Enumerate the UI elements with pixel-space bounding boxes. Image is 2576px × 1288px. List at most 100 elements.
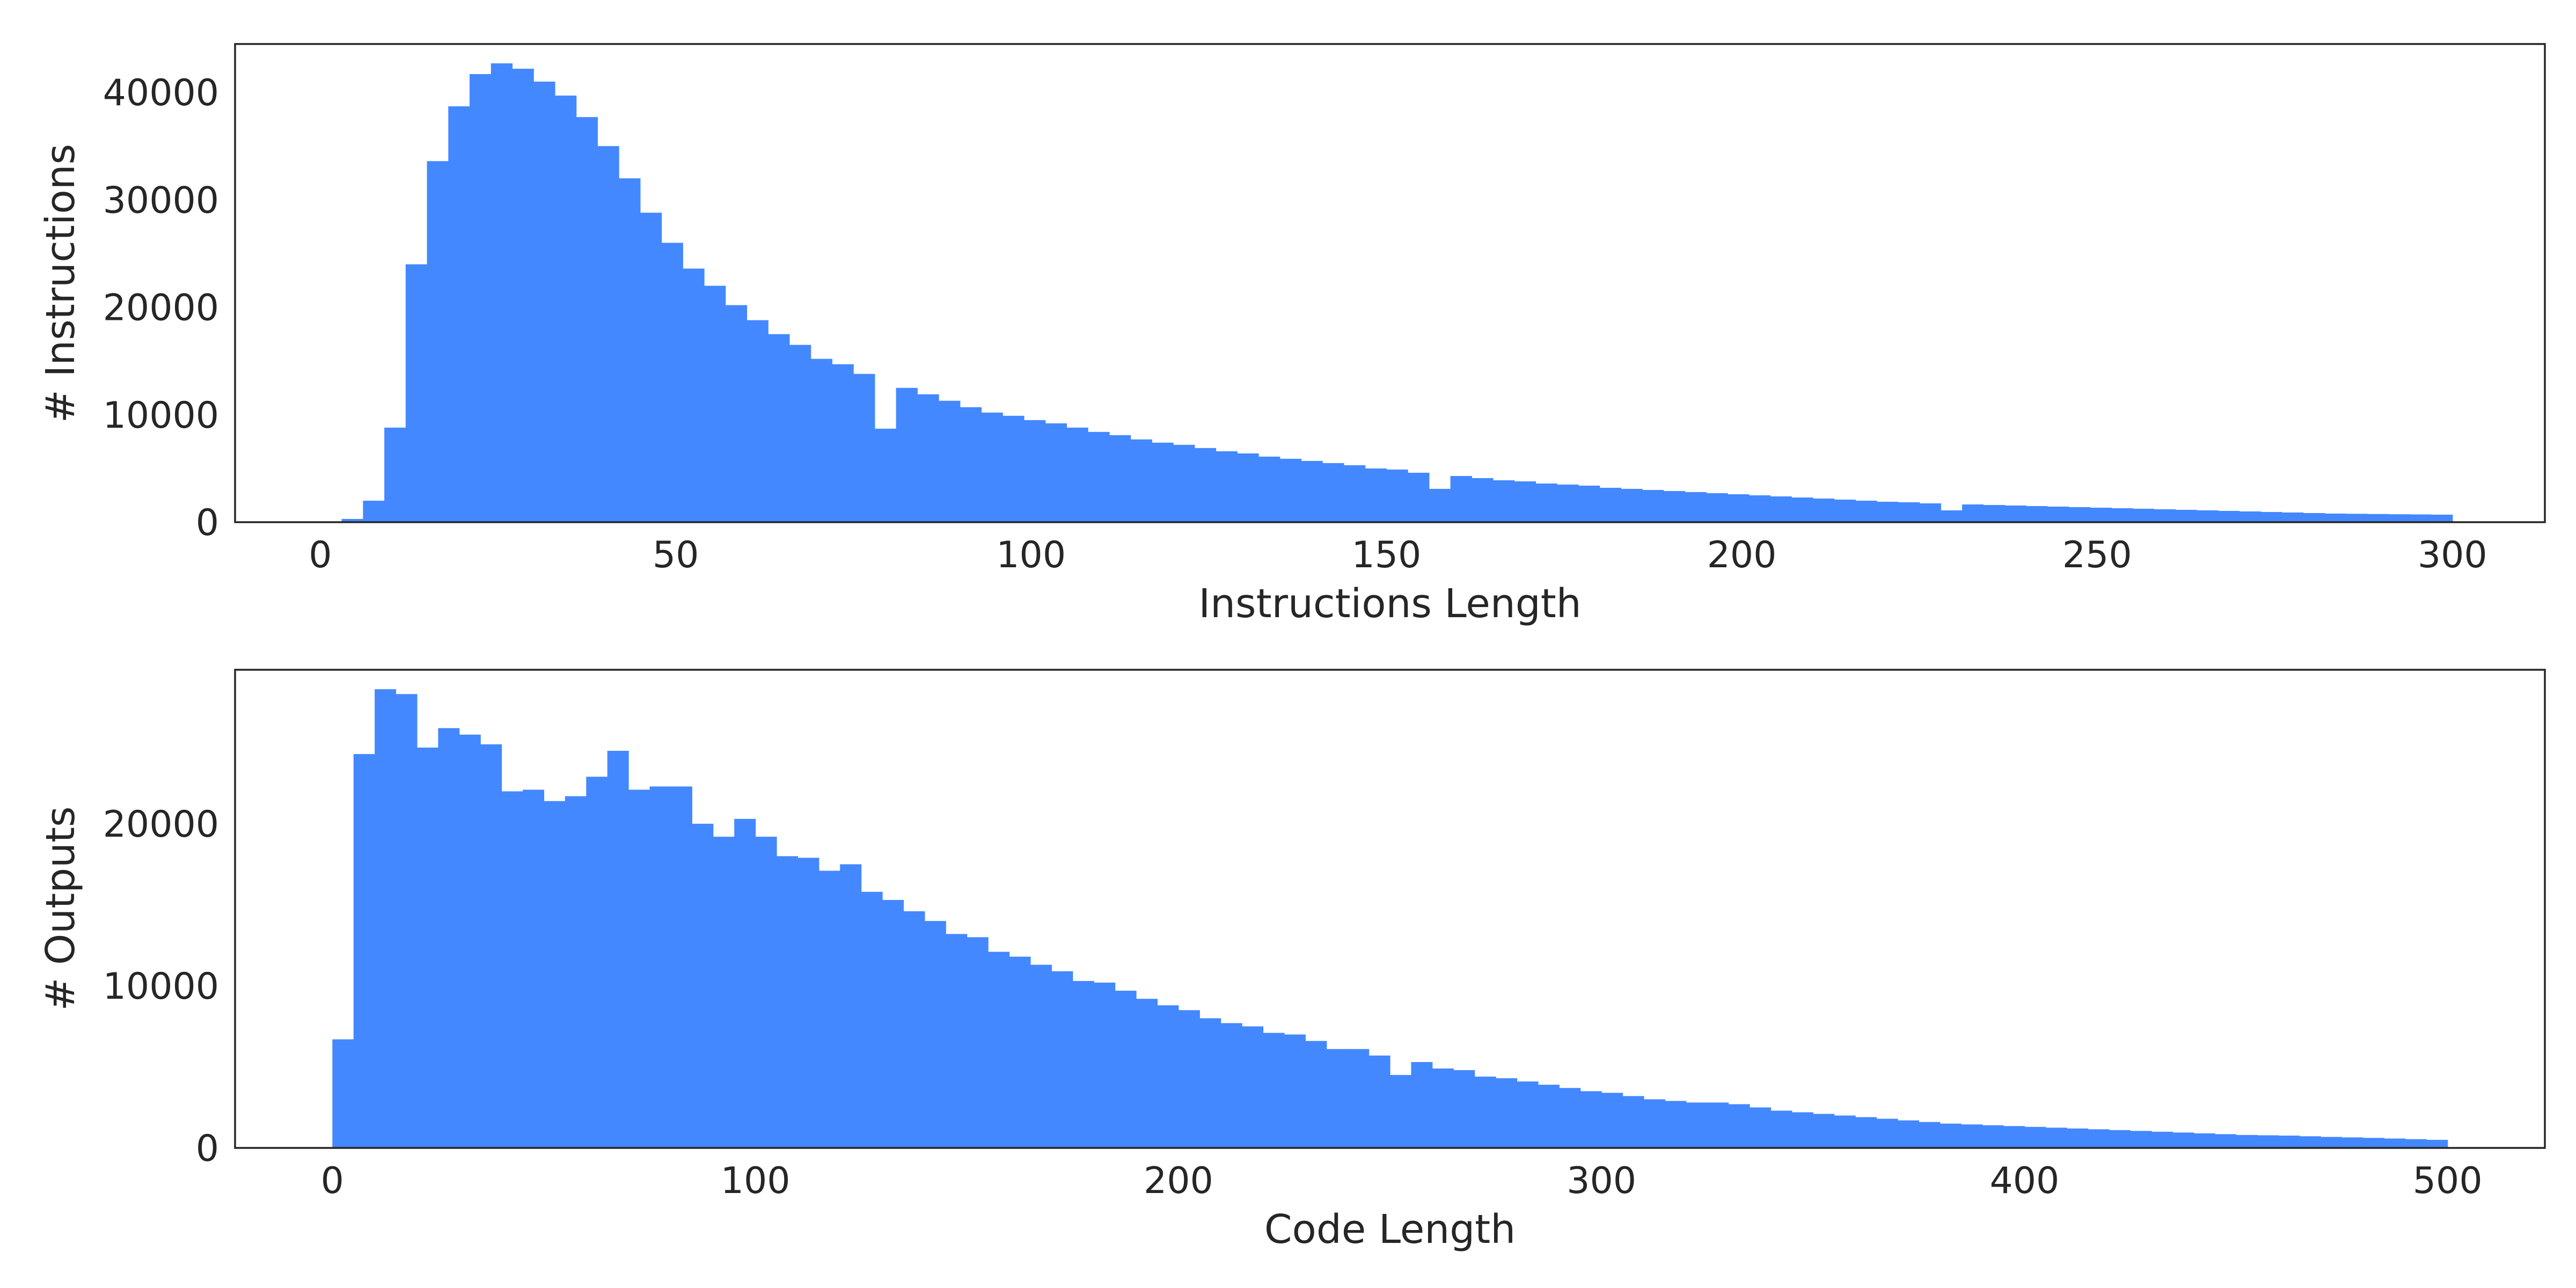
code-histogram-bar: [649, 786, 671, 1148]
code-histogram-bar: [988, 952, 1010, 1148]
instructions-histogram-bar: [576, 117, 598, 522]
instructions-histogram-bar: [1130, 439, 1152, 522]
instructions-x-tick-label: 100: [996, 534, 1066, 576]
code-x-tick-label: 100: [721, 1160, 791, 1202]
code-y-tick-label: 10000: [103, 965, 219, 1008]
instructions-y-tick-label: 0: [196, 502, 219, 544]
instructions-histogram-bar: [2004, 505, 2026, 522]
instructions-histogram-bar: [1663, 491, 1686, 522]
code-histogram-bar: [1348, 1049, 1370, 1148]
code-histogram-bar: [2278, 1136, 2300, 1148]
instructions-plot-frame: [234, 43, 2546, 523]
code-histogram-bar: [1622, 1096, 1644, 1148]
code-x-tick-label: 300: [1567, 1160, 1636, 1202]
instructions-histogram-bar: [704, 286, 726, 522]
instructions-histogram-bar: [1557, 484, 1579, 522]
code-x-axis-label: Code Length: [1264, 1206, 1516, 1253]
instructions-histogram-bar: [1791, 497, 1813, 522]
instructions-histogram-bar: [1023, 420, 1046, 522]
instructions-y-tick-label: 40000: [103, 72, 219, 114]
instructions-histogram-bar: [661, 243, 683, 522]
code-histogram-bar: [586, 777, 608, 1148]
code-histogram-bar: [1834, 1115, 1856, 1148]
code-histogram-bar: [544, 801, 566, 1148]
instructions-histogram-bar: [2111, 508, 2133, 522]
instructions-histogram-bar: [683, 268, 705, 522]
instructions-histogram-bar: [1237, 453, 1259, 522]
code-histogram-bar: [565, 796, 587, 1148]
code-histogram-bar: [375, 689, 397, 1148]
instructions-histogram-bar: [1493, 480, 1515, 522]
instructions-histogram-bar: [640, 213, 662, 523]
code-histogram-bar: [628, 789, 650, 1148]
instructions-x-tick-label: 50: [653, 534, 699, 576]
code-histogram-bar: [1051, 971, 1073, 1148]
code-histogram-bar: [1897, 1120, 1919, 1148]
code-histogram-bar: [353, 754, 375, 1148]
instructions-histogram-bar: [2346, 514, 2368, 522]
instructions-histogram-bar: [1258, 456, 1280, 522]
code-histogram-bar: [1136, 999, 1158, 1148]
code-histogram-bar: [1157, 1005, 1179, 1148]
instructions-histogram-bar: [341, 518, 363, 522]
code-histogram-bar: [2363, 1138, 2385, 1148]
instructions-x-ticks: 0 50 100 150 200 250 300: [309, 534, 2487, 576]
code-histogram-bar: [2024, 1126, 2046, 1148]
instructions-histogram-bar: [1045, 423, 1067, 522]
instructions-histogram-bar: [512, 69, 534, 523]
code-histogram-bar: [777, 856, 799, 1148]
instructions-histogram-bar: [1578, 485, 1600, 522]
instructions-histogram-bar: [2367, 514, 2389, 522]
instructions-histogram-bar: [2047, 506, 2069, 522]
code-histogram-bar: [1411, 1062, 1433, 1148]
code-histogram-bar: [607, 751, 629, 1148]
instructions-histogram-bar: [491, 63, 513, 523]
code-histogram-bar: [1750, 1107, 1772, 1148]
code-histogram-bar: [1094, 982, 1116, 1148]
instructions-histogram-bar: [1919, 503, 1941, 522]
instructions-histogram-bar: [1343, 465, 1366, 522]
code-histogram-bar: [2003, 1126, 2025, 1148]
instructions-y-tick-label: 10000: [103, 394, 219, 437]
code-histogram-bar: [670, 786, 692, 1148]
code-histogram-bar: [1030, 964, 1052, 1148]
instructions-histogram-bar: [1855, 500, 1877, 522]
code-histogram-bar: [1496, 1078, 1518, 1148]
instructions-histogram-bar: [1877, 501, 1899, 522]
code-histogram-bar: [1707, 1102, 1729, 1148]
code-histogram-bar: [1643, 1099, 1665, 1148]
instructions-histogram-bar: [2239, 511, 2261, 522]
code-histogram-bar: [1791, 1112, 1813, 1148]
code-histogram-bar: [1284, 1034, 1306, 1148]
code-histogram-bar: [797, 858, 819, 1148]
code-histogram-bar: [1538, 1085, 1560, 1148]
code-bars: [332, 689, 2448, 1148]
code-y-tick-label: 0: [196, 1128, 219, 1170]
code-histogram-bar: [1961, 1124, 1983, 1148]
code-histogram-bar: [967, 937, 989, 1148]
instructions-histogram-bar: [1621, 488, 1643, 522]
code-histogram-bar: [1453, 1070, 1475, 1148]
instructions-histogram-bar: [1279, 458, 1302, 522]
code-histogram-bar: [2130, 1131, 2152, 1148]
instructions-y-ticks: 0 10000 20000 30000 40000: [103, 72, 219, 544]
instructions-histogram-bar: [725, 305, 748, 522]
instructions-histogram-bar: [2090, 507, 2112, 522]
instructions-histogram-bar: [1365, 468, 1387, 522]
code-histogram-bar: [692, 823, 714, 1148]
code-histogram-bar: [1770, 1110, 1792, 1148]
instructions-x-tick-label: 250: [2062, 534, 2132, 576]
instructions-histogram-bar: [2388, 514, 2410, 522]
code-x-tick-label: 500: [2413, 1160, 2483, 1202]
instructions-histogram-bar: [853, 374, 875, 522]
code-histogram-bar: [1178, 1010, 1200, 1148]
instructions-x-tick-label: 0: [309, 534, 332, 576]
code-histogram-bar: [2236, 1135, 2258, 1148]
code-histogram-bar: [882, 899, 904, 1148]
code-x-ticks: 0 100 200 300 400 500: [321, 1160, 2483, 1202]
code-histogram-bar: [396, 694, 418, 1148]
instructions-histogram-bar: [2068, 507, 2091, 522]
code-histogram-bar: [2299, 1136, 2321, 1148]
instructions-histogram-bar: [1685, 492, 1707, 522]
instructions-histogram-bar: [2197, 510, 2219, 522]
